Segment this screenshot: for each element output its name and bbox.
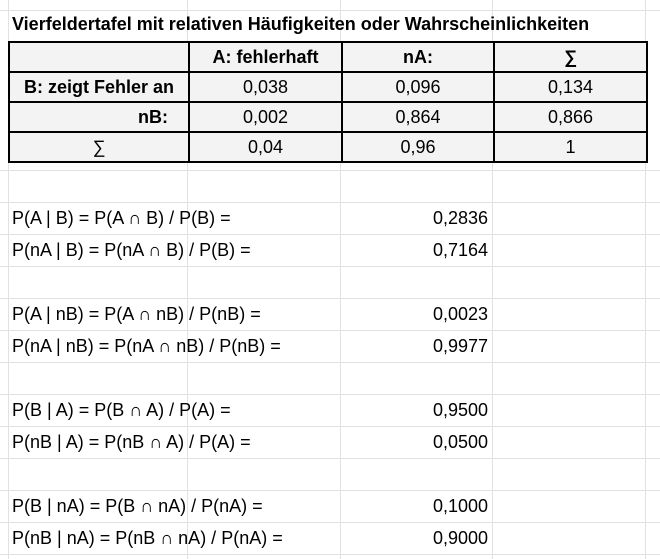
grid-line [0, 362, 660, 363]
grid-line [645, 0, 646, 559]
grid-line [0, 234, 660, 235]
formula-cell[interactable]: P(B | nA) = P(B ∩ nA) / P(nA) = [12, 496, 263, 516]
table-cell[interactable]: 0,96 [341, 131, 495, 163]
grid-line [0, 426, 660, 427]
value-cell[interactable]: 0,9500 [432, 400, 488, 420]
table-cell[interactable]: 0,002 [188, 101, 343, 133]
row-header-cell[interactable]: ∑ [8, 131, 190, 163]
value-cell[interactable]: 0,9977 [432, 336, 488, 356]
table-cell[interactable]: 0,866 [493, 101, 648, 133]
grid-line [0, 170, 660, 171]
table-row: ∑ 0,04 0,96 1 [8, 131, 648, 163]
table-header-row: A: fehlerhaft nA: ∑ [8, 41, 648, 73]
value-cell[interactable]: 0,2836 [432, 208, 488, 228]
grid-line [0, 522, 660, 523]
value-cell[interactable]: 0,1000 [432, 496, 488, 516]
table-cell[interactable]: 0,04 [188, 131, 343, 163]
row-header-cell[interactable]: nB: [8, 101, 190, 133]
formula-cell[interactable]: P(A | B) = P(A ∩ B) / P(B) = [12, 208, 231, 228]
value-cell[interactable]: 0,7164 [432, 240, 488, 260]
table-cell[interactable]: 0,038 [188, 71, 343, 103]
table-cell[interactable]: 0,096 [341, 71, 495, 103]
table-header-cell[interactable]: nA: [341, 41, 495, 73]
grid-line [0, 202, 660, 203]
row-header-cell[interactable]: B: zeigt Fehler an [8, 71, 190, 103]
formula-cell[interactable]: P(nB | nA) = P(nB ∩ nA) / P(nA) = [12, 528, 283, 548]
table-row: nB: 0,002 0,864 0,866 [8, 101, 648, 133]
formula-cell[interactable]: P(nB | A) = P(nB ∩ A) / P(A) = [12, 432, 251, 452]
grid-line [0, 490, 660, 491]
grid-line [187, 0, 188, 559]
table-header-cell[interactable]: ∑ [493, 41, 648, 73]
sheet-title[interactable]: Vierfeldertafel mit relativen Häufigkeit… [12, 14, 590, 34]
formula-cell[interactable]: P(nA | nB) = P(nA ∩ nB) / P(nB) = [12, 336, 281, 356]
table-cell[interactable]: 1 [493, 131, 648, 163]
formula-cell[interactable]: P(A | nB) = P(A ∩ nB) / P(nB) = [12, 304, 261, 324]
grid-line [0, 10, 660, 11]
formula-cell[interactable]: P(B | A) = P(B ∩ A) / P(A) = [12, 400, 231, 420]
grid-line [492, 0, 493, 559]
value-cell[interactable]: 0,0023 [432, 304, 488, 324]
table-header-cell[interactable]: A: fehlerhaft [188, 41, 343, 73]
table-row: B: zeigt Fehler an 0,038 0,096 0,134 [8, 71, 648, 103]
grid-line [8, 0, 9, 559]
grid-line [0, 330, 660, 331]
table-cell[interactable]: 0,864 [341, 101, 495, 133]
table-header-cell[interactable] [8, 41, 190, 73]
grid-line [0, 298, 660, 299]
table-cell[interactable]: 0,134 [493, 71, 648, 103]
grid-line [0, 394, 660, 395]
value-cell[interactable]: 0,0500 [432, 432, 488, 452]
grid-line [0, 458, 660, 459]
formula-cell[interactable]: P(nA | B) = P(nA ∩ B) / P(B) = [12, 240, 251, 260]
contingency-table: A: fehlerhaft nA: ∑ B: zeigt Fehler an 0… [8, 41, 648, 163]
value-cell[interactable]: 0,9000 [432, 528, 488, 548]
grid-line [0, 554, 660, 555]
grid-line [340, 0, 341, 559]
grid-line [0, 266, 660, 267]
